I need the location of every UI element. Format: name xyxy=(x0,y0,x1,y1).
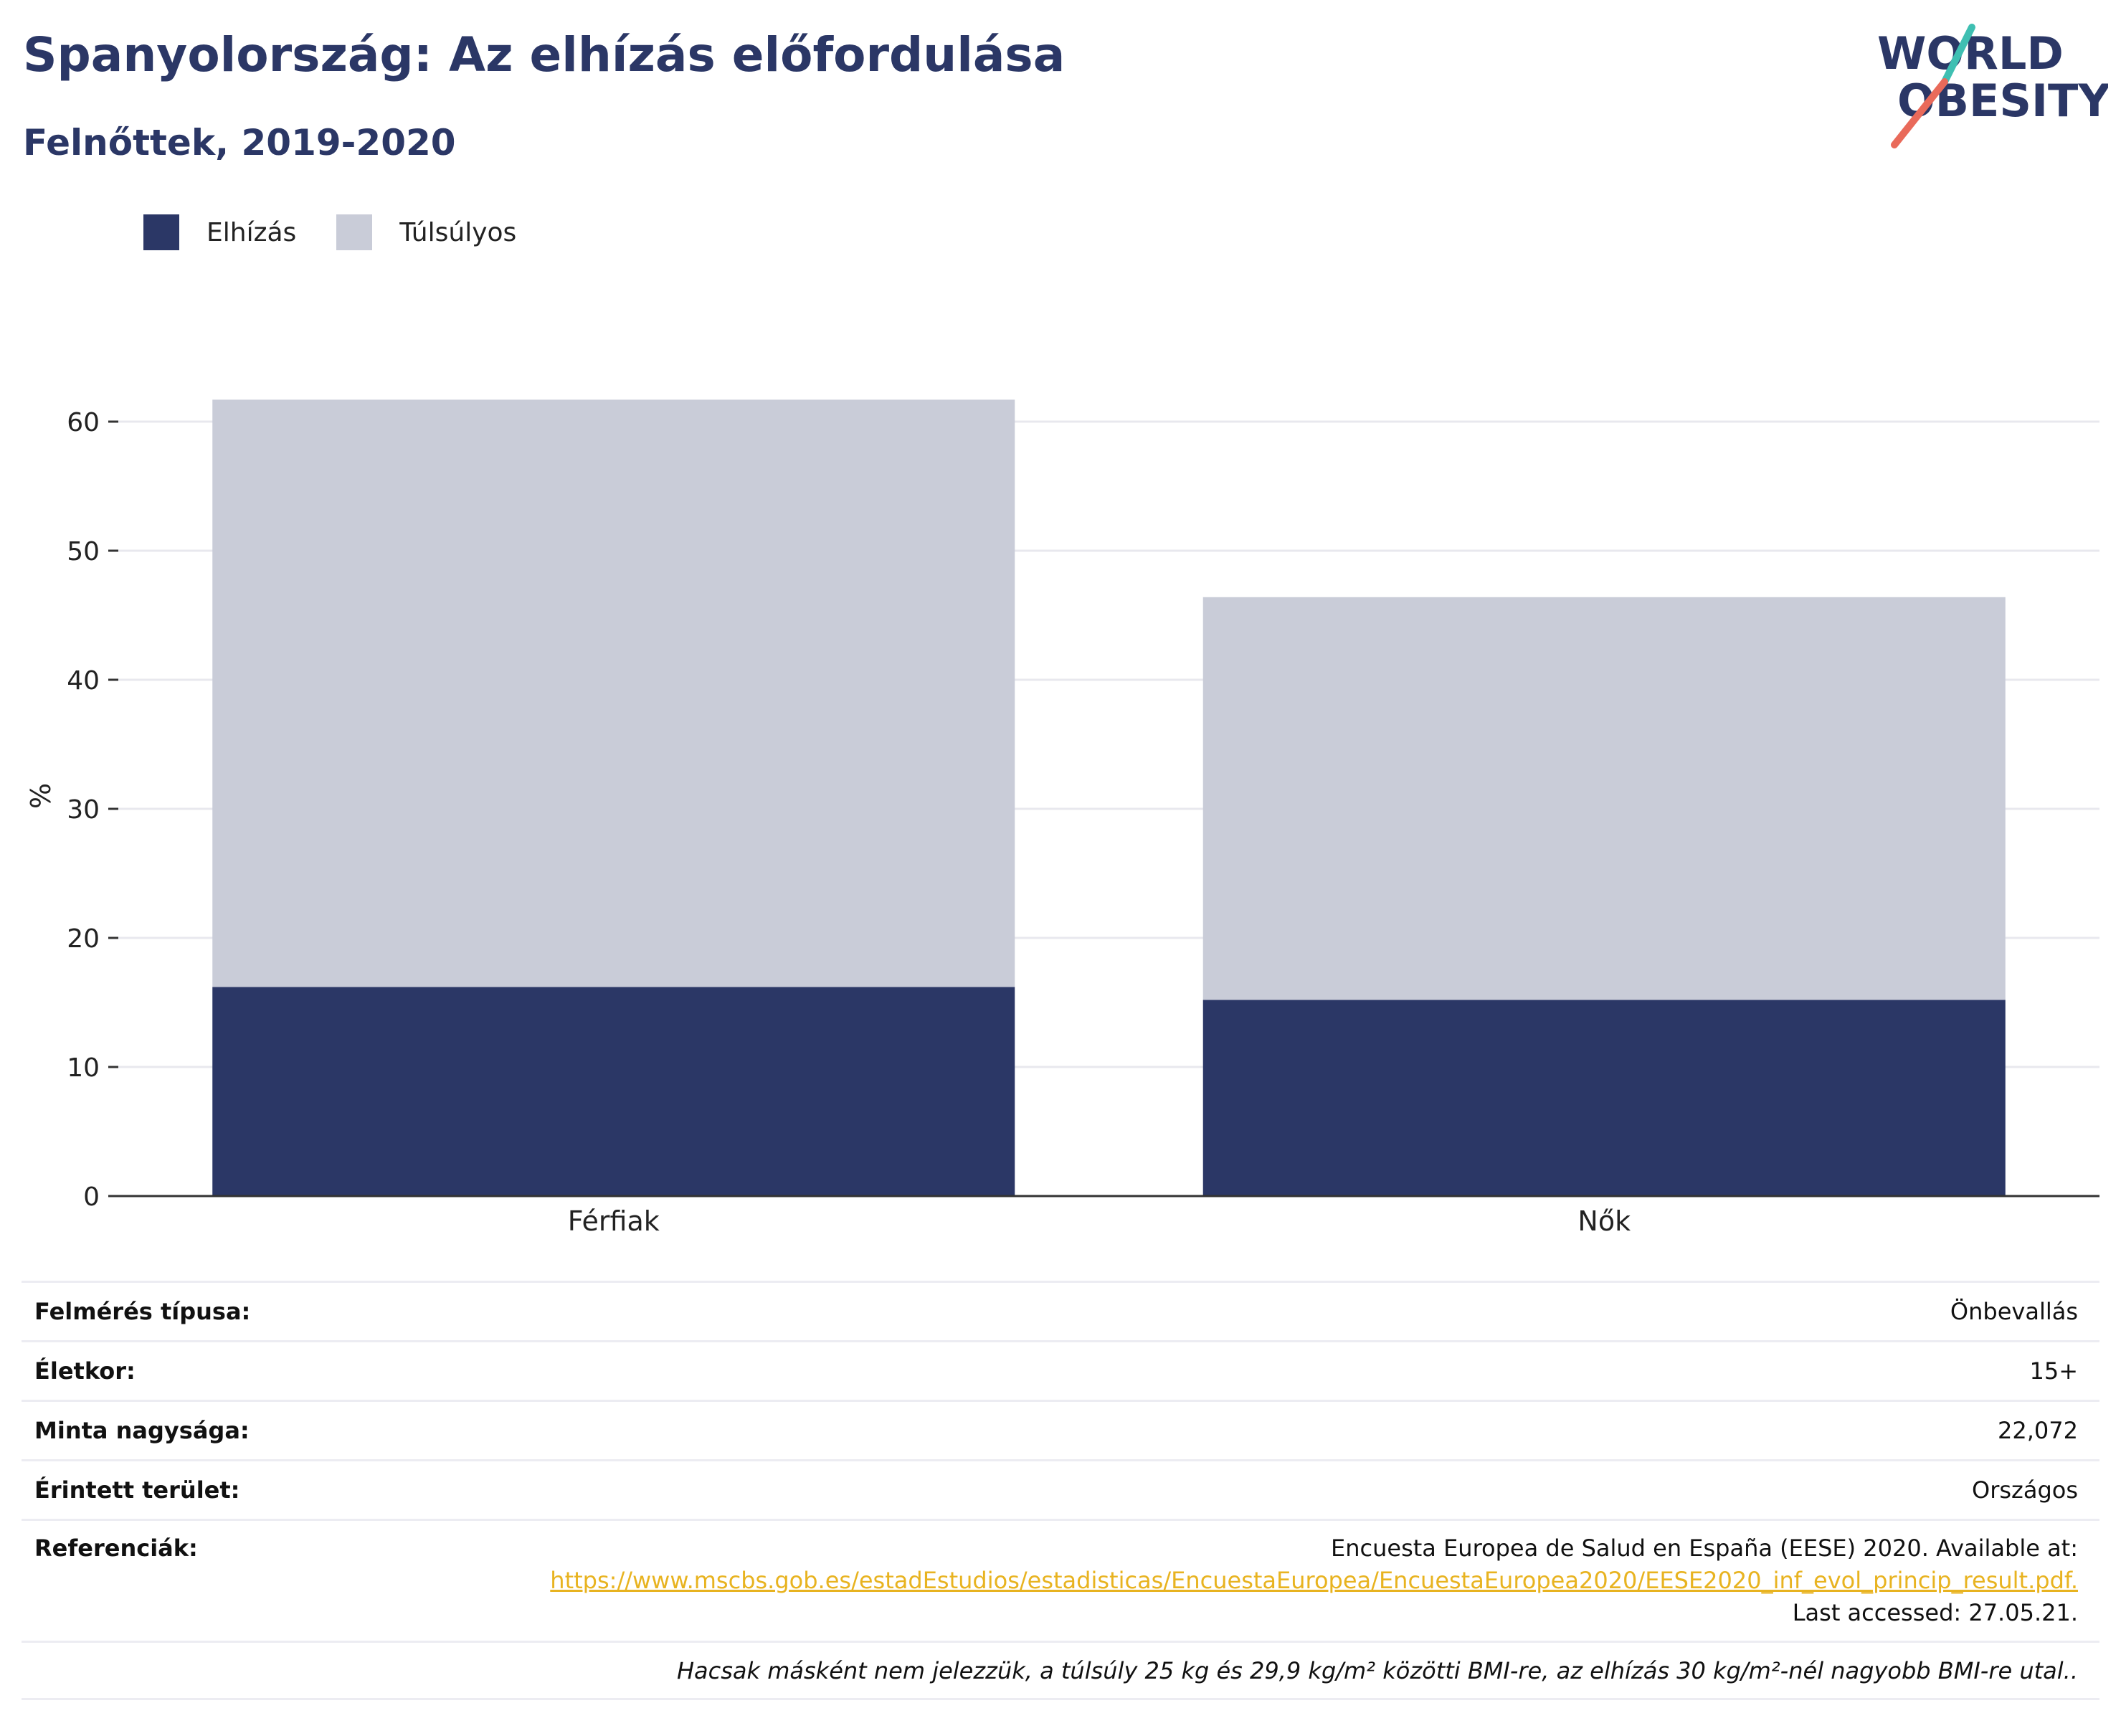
bar-obesity-0 xyxy=(212,987,1015,1196)
y-tick-label: 40 xyxy=(67,666,100,696)
info-row-survey-type: Felmérés típusa: Önbevallás xyxy=(22,1281,2099,1340)
area-value: Országos xyxy=(1972,1476,2078,1504)
page-subtitle: Felnőttek, 2019-2020 xyxy=(23,122,456,163)
y-tick-label: 60 xyxy=(67,408,100,437)
page-title: Spanyolország: Az elhízás előfordulása xyxy=(23,27,1066,82)
sample-size-label: Minta nagysága: xyxy=(34,1417,250,1444)
info-row-age: Életkor: 15+ xyxy=(22,1340,2099,1400)
info-table: Felmérés típusa: Önbevallás Életkor: 15+… xyxy=(22,1281,2099,1700)
info-row-note: Hacsak másként nem jelezzük, a túlsúly 2… xyxy=(22,1641,2099,1700)
references-value: Encuesta Europea de Salud en España (EES… xyxy=(550,1532,2078,1629)
age-value: 15+ xyxy=(2029,1357,2078,1385)
y-tick-label: 0 xyxy=(83,1182,100,1212)
stacked-bar-chart: 0 10 20 30 40 50 60% Férfiak Nők xyxy=(25,399,2099,1237)
footnote: Hacsak másként nem jelezzük, a túlsúly 2… xyxy=(676,1656,2078,1684)
bar-overweight-0 xyxy=(212,399,1015,987)
legend-item-overweight[interactable]: Túlsúlyos xyxy=(336,214,516,250)
x-tick-label: Nők xyxy=(1577,1205,1631,1237)
info-row-sample-size: Minta nagysága: 22,072 xyxy=(22,1400,2099,1459)
y-tick-label: 20 xyxy=(67,924,100,954)
legend-label-obesity: Elhízás xyxy=(207,217,297,247)
chart-legend: Elhízás Túlsúlyos xyxy=(143,212,556,252)
survey-type-value: Önbevallás xyxy=(1950,1298,2078,1325)
legend-item-obesity[interactable]: Elhízás xyxy=(143,214,296,250)
references-label: Referenciák: xyxy=(34,1535,198,1562)
info-row-references: Referenciák: Encuesta Europea de Salud e… xyxy=(22,1519,2099,1641)
world-obesity-logo: WORLD OBESITY xyxy=(1877,24,2108,148)
reference-link[interactable]: https://www.mscbs.gob.es/estadEstudios/e… xyxy=(550,1567,2078,1594)
area-label: Érintett terület: xyxy=(34,1476,240,1504)
legend-swatch-obesity xyxy=(143,214,179,250)
y-axis-label: % xyxy=(25,783,57,809)
info-row-area: Érintett terület: Országos xyxy=(22,1459,2099,1519)
bar-overweight-1 xyxy=(1202,597,2006,1000)
reference-accessed: Last accessed: 27.05.21. xyxy=(1792,1599,2078,1626)
y-tick-label: 10 xyxy=(67,1053,100,1083)
x-tick-label: Férfiak xyxy=(568,1205,660,1237)
y-tick-label: 50 xyxy=(67,537,100,566)
survey-type-label: Felmérés típusa: xyxy=(34,1298,251,1325)
age-label: Életkor: xyxy=(34,1357,136,1385)
y-tick-label: 30 xyxy=(67,795,100,825)
bar-obesity-1 xyxy=(1202,1000,2006,1196)
legend-swatch-overweight xyxy=(336,214,373,250)
legend-label-overweight: Túlsúlyos xyxy=(399,217,517,247)
sample-size-value: 22,072 xyxy=(1998,1417,2078,1444)
reference-text: Encuesta Europea de Salud en España (EES… xyxy=(1331,1535,2078,1562)
